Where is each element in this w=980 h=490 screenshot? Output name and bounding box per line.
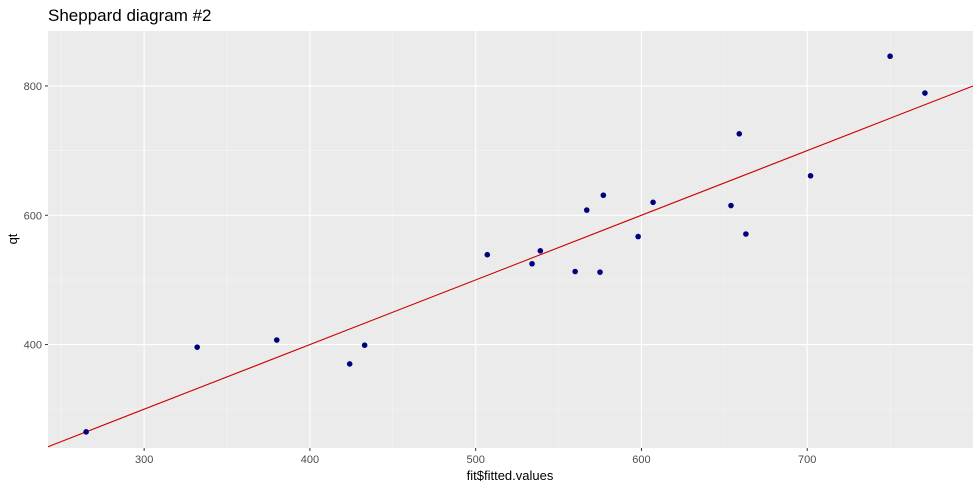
data-point — [597, 269, 603, 275]
y-tick-label: 600 — [24, 210, 42, 222]
data-point — [194, 344, 200, 350]
chart-title: Sheppard diagram #2 — [48, 6, 212, 25]
reference-line — [47, 85, 974, 448]
data-point — [572, 268, 578, 275]
reference-line-group — [47, 85, 974, 448]
x-tick-label: 400 — [301, 454, 319, 466]
data-points — [83, 53, 928, 435]
data-point — [83, 429, 89, 435]
minor-gridlines — [48, 31, 973, 448]
y-tick-label: 800 — [24, 81, 42, 93]
x-axis-ticks: 300 400 500 600 700 — [135, 448, 816, 466]
data-point — [537, 248, 544, 254]
data-point — [583, 207, 590, 213]
data-point — [346, 361, 353, 367]
data-point — [529, 260, 535, 267]
y-axis-ticks: 400 600 800 — [24, 81, 48, 352]
data-point — [635, 233, 641, 240]
data-point — [728, 202, 734, 209]
data-point — [600, 192, 607, 199]
data-point — [650, 199, 656, 206]
data-point — [807, 173, 814, 179]
plot-panel — [48, 31, 973, 448]
data-point — [273, 337, 280, 343]
x-tick-label: 500 — [467, 454, 485, 466]
major-gridlines — [48, 31, 973, 448]
x-tick-label: 700 — [798, 454, 816, 466]
data-point — [361, 342, 368, 349]
data-point — [887, 53, 893, 60]
data-point — [484, 251, 491, 258]
y-tick-label: 400 — [24, 340, 42, 352]
data-point — [736, 130, 743, 137]
x-axis-title: fit$fitted.values — [467, 468, 554, 483]
y-axis-title: qt — [5, 233, 20, 244]
data-point — [922, 90, 928, 96]
data-point — [743, 231, 749, 237]
x-tick-label: 600 — [632, 454, 650, 466]
x-tick-label: 300 — [135, 454, 153, 466]
